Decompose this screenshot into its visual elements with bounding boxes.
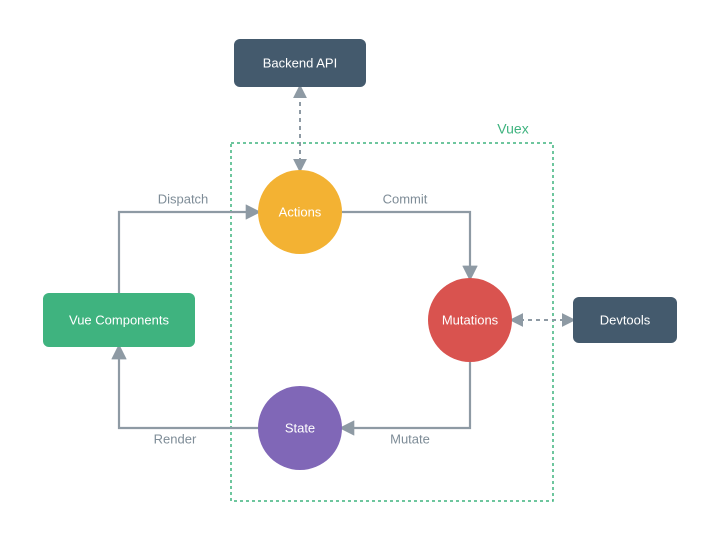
node-label-actions: Actions [279,204,322,219]
edge-mutate [342,362,470,428]
edge-label-dispatch: Dispatch [158,191,209,206]
edge-render [119,347,258,428]
edges-group: Dispatch Commit Mutate Render [119,87,573,446]
node-label-state: State [285,420,315,435]
vuex-flow-diagram: Vuex Dispatch Commit Mutate Render Backend … [0,0,701,551]
node-label-devtools: Devtools [600,312,651,327]
edge-commit [342,212,470,278]
nodes-group: Backend API Vue Components Devtools Actions… [43,39,677,470]
node-label-backend_api: Backend API [263,55,337,70]
edge-dispatch [119,212,258,293]
node-label-vue_components: Vue Components [69,312,169,327]
vuex-container-label: Vuex [497,121,528,137]
edge-label-render: Render [154,431,197,446]
node-label-mutations: Mutations [442,312,499,327]
edge-label-mutate: Mutate [390,431,430,446]
edge-label-commit: Commit [383,191,428,206]
